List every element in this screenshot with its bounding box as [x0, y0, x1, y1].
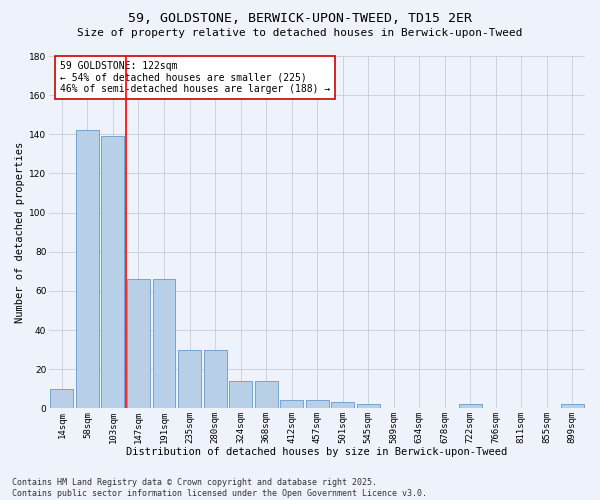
Bar: [305, 400, 329, 408]
Bar: [127, 279, 150, 408]
Bar: [331, 402, 354, 408]
Bar: [229, 381, 252, 408]
Y-axis label: Number of detached properties: Number of detached properties: [15, 142, 25, 323]
Bar: [178, 350, 201, 408]
Bar: [152, 279, 175, 408]
Text: 59, GOLDSTONE, BERWICK-UPON-TWEED, TD15 2ER: 59, GOLDSTONE, BERWICK-UPON-TWEED, TD15 …: [128, 12, 472, 26]
Bar: [203, 350, 227, 408]
X-axis label: Distribution of detached houses by size in Berwick-upon-Tweed: Distribution of detached houses by size …: [127, 448, 508, 458]
Bar: [459, 404, 482, 408]
Text: 59 GOLDSTONE: 122sqm
← 54% of detached houses are smaller (225)
46% of semi-deta: 59 GOLDSTONE: 122sqm ← 54% of detached h…: [60, 62, 330, 94]
Bar: [561, 404, 584, 408]
Text: Size of property relative to detached houses in Berwick-upon-Tweed: Size of property relative to detached ho…: [77, 28, 523, 38]
Bar: [356, 404, 380, 408]
Bar: [50, 388, 73, 408]
Bar: [101, 136, 124, 408]
Bar: [254, 381, 278, 408]
Text: Contains HM Land Registry data © Crown copyright and database right 2025.
Contai: Contains HM Land Registry data © Crown c…: [12, 478, 427, 498]
Bar: [76, 130, 99, 408]
Bar: [280, 400, 303, 408]
